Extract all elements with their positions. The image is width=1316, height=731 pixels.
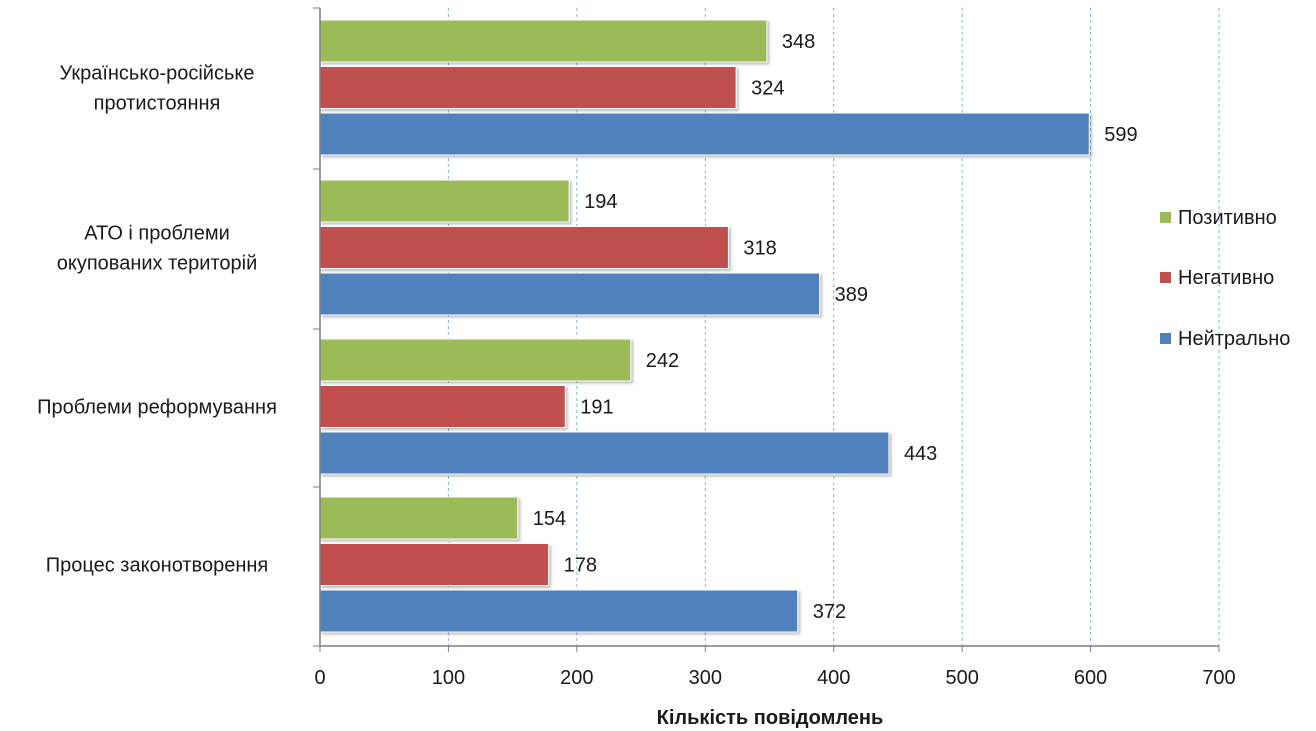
bar-Нейтрально	[319, 112, 1090, 156]
bar-Нейтрально	[319, 589, 799, 633]
bar-Позитивно	[319, 496, 519, 540]
bar-Позитивно	[319, 338, 632, 382]
x-tick-label: 300	[689, 667, 722, 689]
x-tick-label: 200	[560, 667, 593, 689]
bar-Позитивно	[319, 19, 768, 63]
category-label-line: окупованих територій	[57, 253, 258, 275]
axes: 0 100 200 300 400 500 600 700 Українсько-російсь…	[37, 7, 1236, 689]
x-tick-label: 600	[1074, 667, 1107, 689]
category-label: Проблеми реформування	[37, 397, 277, 419]
category-label-line: протистояння	[94, 93, 221, 115]
legend-label: Позитивно	[1178, 207, 1277, 229]
legend-swatch	[1160, 272, 1171, 283]
x-tick-label: 500	[945, 667, 978, 689]
x-tick-label: 700	[1202, 667, 1235, 689]
data-label: 318	[743, 238, 776, 260]
category-label: Українсько-російське протистояння	[60, 63, 255, 115]
data-label: 154	[533, 508, 566, 530]
data-label: 443	[904, 443, 937, 465]
bars	[319, 19, 1090, 633]
bar-Негативно	[319, 385, 566, 428]
x-tick-label: 400	[817, 667, 850, 689]
data-label: 194	[584, 191, 617, 213]
legend-label: Нейтрально	[1178, 328, 1290, 350]
category-label: АТО і проблеми окупованих територій	[57, 223, 258, 275]
x-tick-label: 100	[432, 667, 465, 689]
bar-Негативно	[319, 226, 729, 269]
data-label: 324	[751, 78, 784, 100]
category-label-line: Процес законотворення	[46, 555, 269, 577]
bar-Позитивно	[319, 179, 570, 223]
x-tick-label: 0	[314, 667, 325, 689]
bar-Нейтрально	[319, 431, 890, 475]
legend-swatch	[1160, 333, 1171, 344]
x-axis-title: Кількість повідомлень	[657, 707, 884, 729]
data-label: 599	[1104, 124, 1137, 146]
gridlines	[447, 8, 1220, 646]
data-label: 389	[835, 284, 868, 306]
category-label-line: Українсько-російське	[60, 63, 255, 85]
bar-Негативно	[319, 543, 550, 586]
bar-Нейтрально	[319, 272, 821, 316]
legend-swatch	[1160, 212, 1171, 223]
legend: Позитивно Негативно Нейтрально	[1160, 207, 1290, 350]
category-label: Процес законотворення	[46, 555, 269, 577]
bar-Негативно	[319, 66, 737, 109]
data-label: 242	[646, 350, 679, 372]
category-label-line: АТО і проблеми	[84, 223, 230, 245]
data-label: 191	[580, 397, 613, 419]
data-labels: 348 324 599 194 318 389 242 191 443 154 178 372	[533, 31, 1138, 623]
data-label: 348	[782, 31, 815, 53]
category-label-line: Проблеми реформування	[37, 397, 277, 419]
data-label: 372	[813, 601, 846, 623]
legend-label: Негативно	[1178, 267, 1274, 289]
data-label: 178	[564, 555, 597, 577]
